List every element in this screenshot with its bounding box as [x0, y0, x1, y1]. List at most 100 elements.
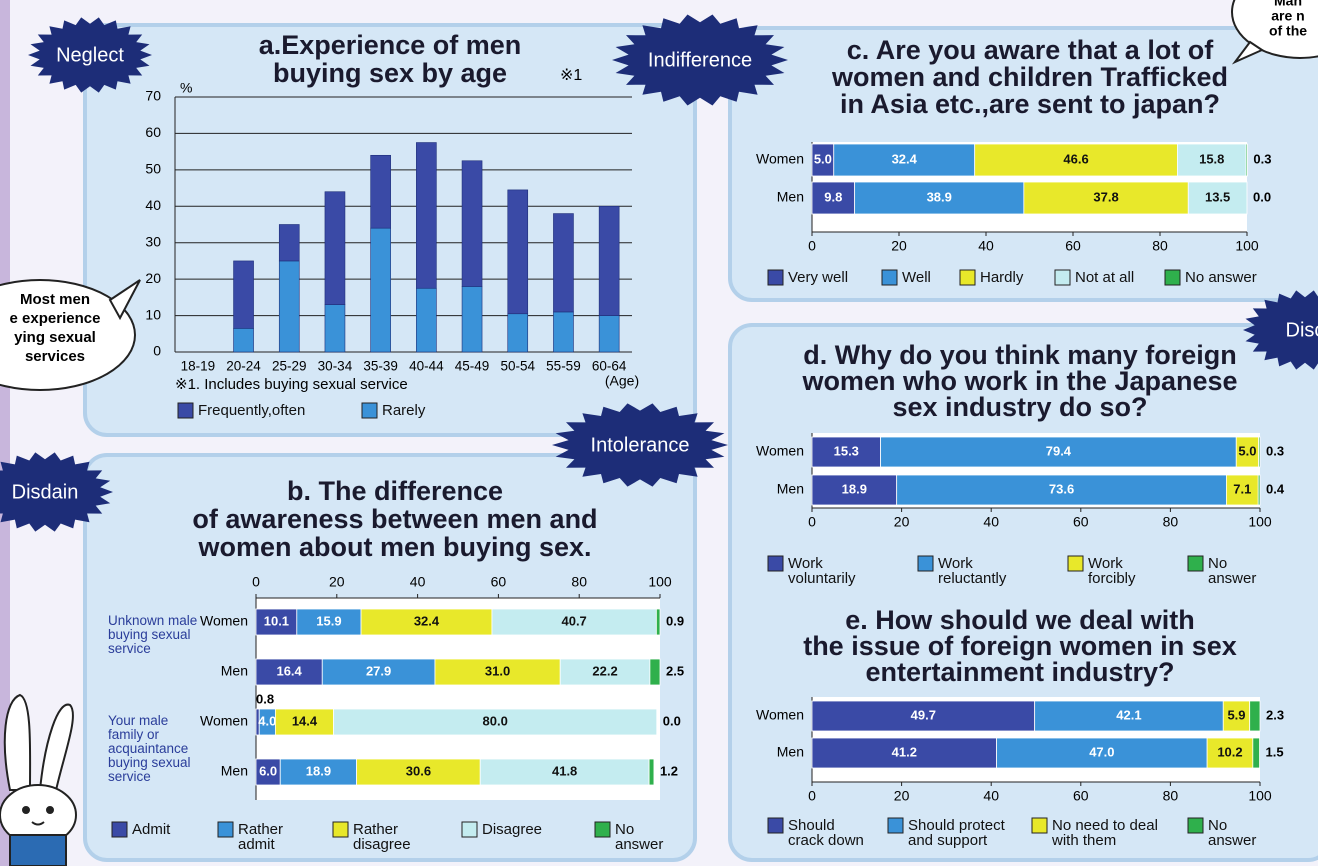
- legend-swatch: [1055, 270, 1070, 285]
- bar-segment: [279, 261, 299, 352]
- x-tick-label: 80: [1163, 788, 1179, 804]
- legend-swatch: [1032, 818, 1047, 833]
- legend-label: No answer: [615, 822, 663, 852]
- value-label: 5.0: [814, 151, 832, 166]
- row-label: Men: [221, 663, 248, 679]
- x-tick-label: 40: [983, 788, 999, 804]
- value-label: 49.7: [911, 707, 936, 722]
- value-label: 1.2: [660, 763, 678, 778]
- value-label: 4.0: [258, 713, 276, 728]
- legend-label: Rather disagree: [353, 822, 423, 852]
- value-label: 2.5: [666, 663, 684, 678]
- bar-segment: [462, 161, 482, 287]
- badge-label: Disc: [1286, 319, 1318, 341]
- legend-swatch: [918, 556, 933, 571]
- value-label: 42.1: [1116, 707, 1141, 722]
- bar-segment: [371, 155, 391, 228]
- value-label: 22.2: [592, 663, 617, 678]
- bubble-text: e experience: [10, 310, 101, 327]
- legend-swatch: [178, 403, 193, 418]
- bar-segment: [553, 312, 573, 352]
- x-tick-label: 20: [894, 514, 910, 530]
- legend-swatch: [362, 403, 377, 418]
- legend-swatch: [768, 270, 783, 285]
- x-tick-label: 80: [1152, 238, 1168, 254]
- x-tick-label: 60-64: [592, 359, 627, 374]
- value-label: 18.9: [842, 481, 867, 496]
- value-label: 27.9: [366, 663, 391, 678]
- legend-swatch: [1165, 270, 1180, 285]
- legend-swatch: [218, 822, 233, 837]
- bar-segment: [649, 759, 654, 785]
- legend-swatch: [462, 822, 477, 837]
- row-label: Women: [200, 613, 248, 629]
- bar-segment: [1253, 738, 1260, 768]
- x-tick-label: 40-44: [409, 359, 444, 374]
- legend-swatch: [882, 270, 897, 285]
- x-tick-label: 20: [894, 788, 910, 804]
- legend-label: Should crack down: [788, 818, 868, 848]
- x-tick-label: 40: [978, 238, 994, 254]
- bubble-text: ying sexual: [14, 329, 96, 346]
- bar-segment: [234, 261, 254, 328]
- value-label: 73.6: [1049, 481, 1074, 496]
- value-label: 10.2: [1217, 744, 1242, 759]
- badge-label: Indifference: [648, 49, 752, 71]
- x-tick-label: 0: [808, 238, 816, 254]
- bar-segment: [325, 192, 345, 305]
- legend-swatch: [960, 270, 975, 285]
- value-label: 32.4: [892, 151, 918, 166]
- bar-segment: [279, 225, 299, 261]
- bubble-text: are n: [1271, 8, 1304, 24]
- value-label: 6.0: [259, 763, 277, 778]
- y-tick-label: 0: [153, 343, 161, 359]
- x-tick-label: 60: [1073, 788, 1089, 804]
- rabbit: [0, 695, 76, 866]
- value-label: 79.4: [1046, 443, 1072, 458]
- value-label: 5.0: [1238, 443, 1256, 458]
- legend-label: Frequently,often: [198, 403, 305, 418]
- bar-segment: [416, 143, 436, 289]
- bar-segment: [650, 659, 660, 685]
- chart-title: sex industry do so?: [892, 392, 1147, 422]
- value-label: 2.3: [1266, 707, 1284, 722]
- x-tick-label: 0: [808, 788, 816, 804]
- bar-segment: [1258, 475, 1260, 505]
- x-tick-label: 60: [491, 574, 507, 590]
- x-tick-label: 100: [1248, 514, 1272, 530]
- group-label: Unknown male buying sexual service: [108, 614, 200, 656]
- legend-label: No answer: [1208, 556, 1256, 586]
- legend-label: No answer: [1185, 270, 1257, 285]
- value-label: 47.0: [1089, 744, 1114, 759]
- legend-label: No need to deal with them: [1052, 818, 1177, 848]
- x-tick-label: 100: [1235, 238, 1259, 254]
- value-label: 9.8: [824, 189, 842, 204]
- footnote: ※1. Includes buying sexual service: [175, 376, 408, 393]
- value-label: 32.4: [414, 613, 440, 628]
- x-tick-label: 18-19: [181, 359, 216, 374]
- x-unit: (Age): [605, 373, 639, 389]
- bar-segment: [325, 305, 345, 352]
- y-tick-label: 40: [145, 197, 161, 213]
- bar-segment: [599, 316, 619, 352]
- legend-swatch: [595, 822, 610, 837]
- x-tick-label: 40: [983, 514, 999, 530]
- row-label: Women: [756, 707, 804, 723]
- bubble-text: Most men: [20, 291, 90, 308]
- legend-swatch: [768, 818, 783, 833]
- badge-label: Disdain: [12, 481, 79, 503]
- bar-segment: [553, 214, 573, 312]
- value-label: 40.7: [561, 613, 586, 628]
- bar-segment: [1246, 144, 1247, 176]
- value-label: 14.4: [292, 713, 318, 728]
- y-tick-label: 30: [145, 233, 161, 249]
- legend-swatch: [1068, 556, 1083, 571]
- y-tick-label: 50: [145, 161, 161, 177]
- x-tick-label: 80: [1163, 514, 1179, 530]
- value-label: 13.5: [1205, 189, 1230, 204]
- value-label: 46.6: [1063, 151, 1088, 166]
- legend-swatch: [112, 822, 127, 837]
- x-tick-label: 100: [1248, 788, 1272, 804]
- bar-segment: [234, 328, 254, 352]
- value-label: 0.3: [1266, 443, 1284, 458]
